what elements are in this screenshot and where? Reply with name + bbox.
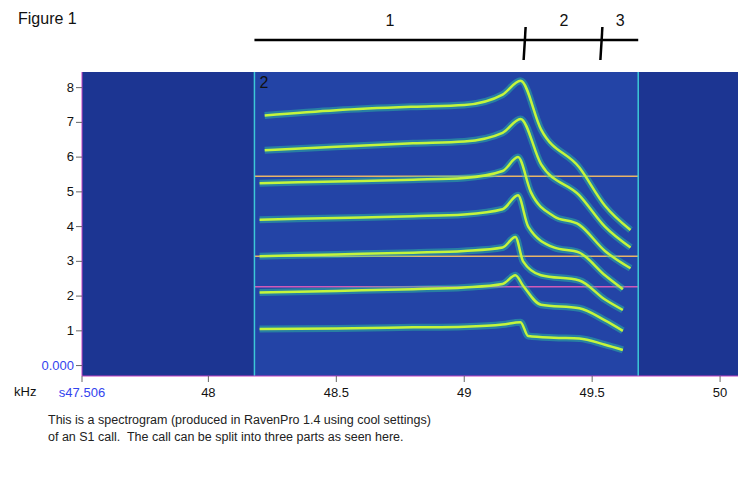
svg-text:2: 2 — [67, 288, 74, 303]
svg-text:48.5: 48.5 — [324, 385, 349, 400]
svg-text:1: 1 — [386, 12, 395, 29]
html-text:Figure 1: Figure 1 — [18, 10, 77, 27]
svg-text:s47.506: s47.506 — [59, 385, 105, 400]
svg-text:8: 8 — [67, 80, 74, 95]
svg-text:5: 5 — [67, 184, 74, 199]
svg-text:48: 48 — [201, 385, 215, 400]
svg-text:0.000: 0.000 — [41, 358, 74, 373]
svg-text:3: 3 — [616, 12, 625, 29]
html-text:of an S1 call. The call can be: of an S1 call. The call can be split int… — [48, 430, 404, 444]
svg-text:50: 50 — [713, 385, 727, 400]
html-text:kHz: kHz — [14, 384, 37, 399]
svg-text:49.5: 49.5 — [580, 385, 605, 400]
svg-text:49: 49 — [457, 385, 471, 400]
svg-text:2: 2 — [560, 12, 569, 29]
svg-text:3: 3 — [67, 253, 74, 268]
svg-text:2: 2 — [259, 74, 268, 91]
svg-text:7: 7 — [67, 114, 74, 129]
html-text:This is a spectrogram (produce: This is a spectrogram (produced in Raven… — [48, 413, 431, 427]
svg-text:1: 1 — [67, 323, 74, 338]
svg-text:6: 6 — [67, 149, 74, 164]
svg-text:4: 4 — [67, 219, 74, 234]
